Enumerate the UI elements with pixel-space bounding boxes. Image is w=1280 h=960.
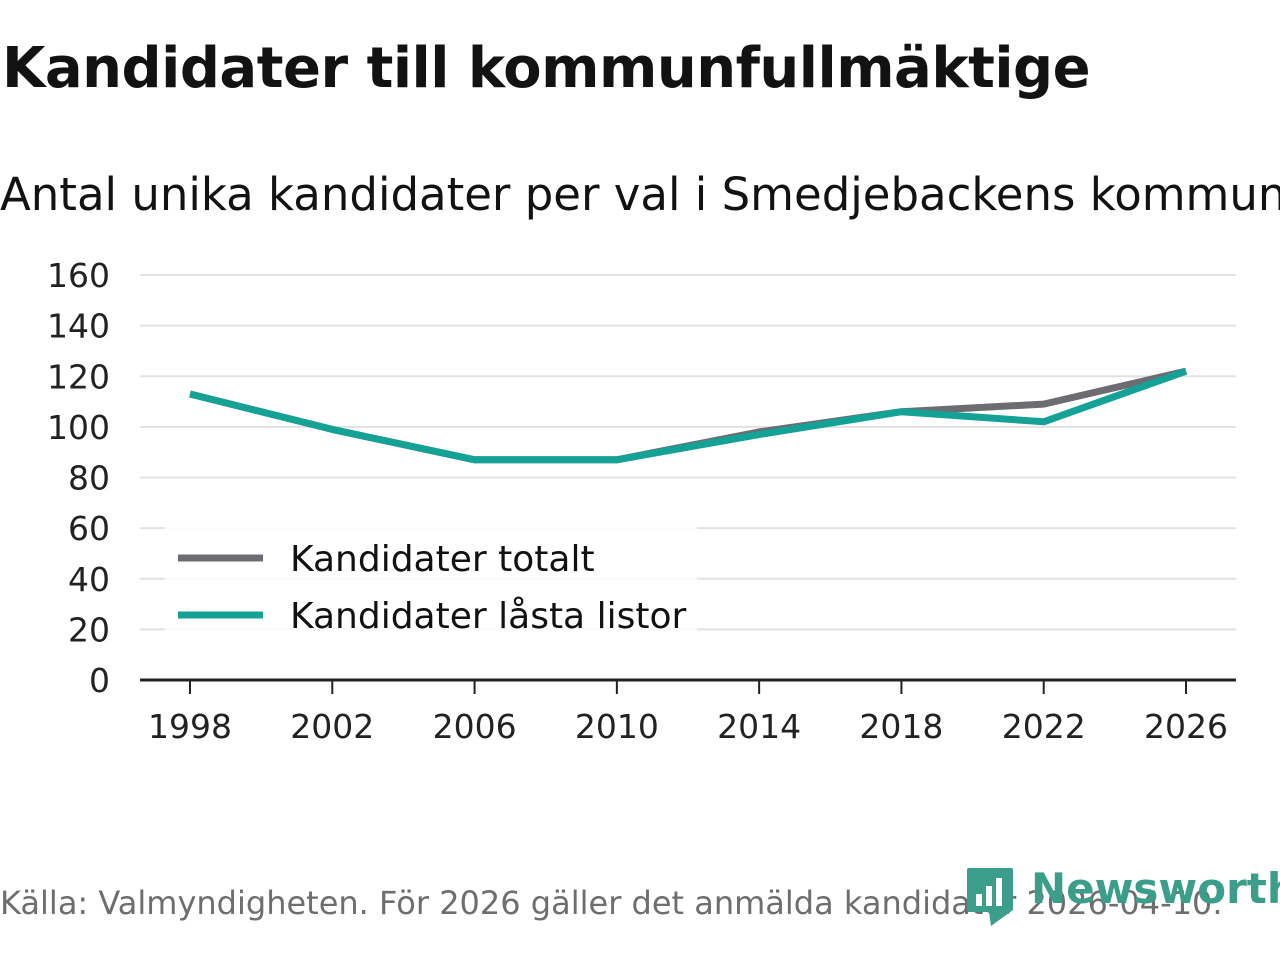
newsworthy-logo: Newsworthy <box>965 860 1280 930</box>
x-tick-label-2022: 2022 <box>1002 707 1086 746</box>
x-tick-label-2010: 2010 <box>575 707 659 746</box>
chart-subtitle: Antal unika kandidater per val i Smedjeb… <box>0 168 1280 221</box>
series-line-1 <box>189 367 1188 464</box>
x-axis: 1998 2002 2006 2010 2014 2018 2022 2026 <box>140 678 1236 746</box>
y-tick-label-100: 100 <box>47 408 110 447</box>
y-tick-label-160: 160 <box>47 256 110 295</box>
x-tick-label-1998: 1998 <box>148 707 232 746</box>
x-tick-label-2006: 2006 <box>433 707 517 746</box>
y-axis-ticks: 0 20 40 60 80 100 120 140 160 <box>47 256 110 700</box>
y-tick-label-40: 40 <box>68 560 110 599</box>
source-note: Källa: Valmyndigheten. För 2026 gäller d… <box>0 884 1223 922</box>
chart-title: Kandidater till kommunfullmäktige <box>2 36 1091 101</box>
x-tick-label-2018: 2018 <box>859 707 943 746</box>
legend-label-1: Kandidater låsta listor <box>290 596 686 637</box>
y-tick-label-60: 60 <box>68 509 110 548</box>
x-tick-label-2002: 2002 <box>290 707 374 746</box>
y-tick-label-20: 20 <box>68 610 110 649</box>
x-tick-label-2026: 2026 <box>1144 707 1228 746</box>
legend: Kandidater totalt Kandidater låsta listor <box>165 526 697 637</box>
newsworthy-logo-text: Newsworthy <box>1031 864 1280 913</box>
y-tick-label-120: 120 <box>47 357 110 396</box>
legend-label-0: Kandidater totalt <box>290 539 595 580</box>
newsworthy-logo-icon <box>967 868 1013 926</box>
y-tick-label-0: 0 <box>89 661 110 700</box>
x-tick-label-2014: 2014 <box>717 707 801 746</box>
y-tick-label-140: 140 <box>47 307 110 346</box>
y-tick-label-80: 80 <box>68 459 110 498</box>
series-lines <box>189 367 1188 464</box>
